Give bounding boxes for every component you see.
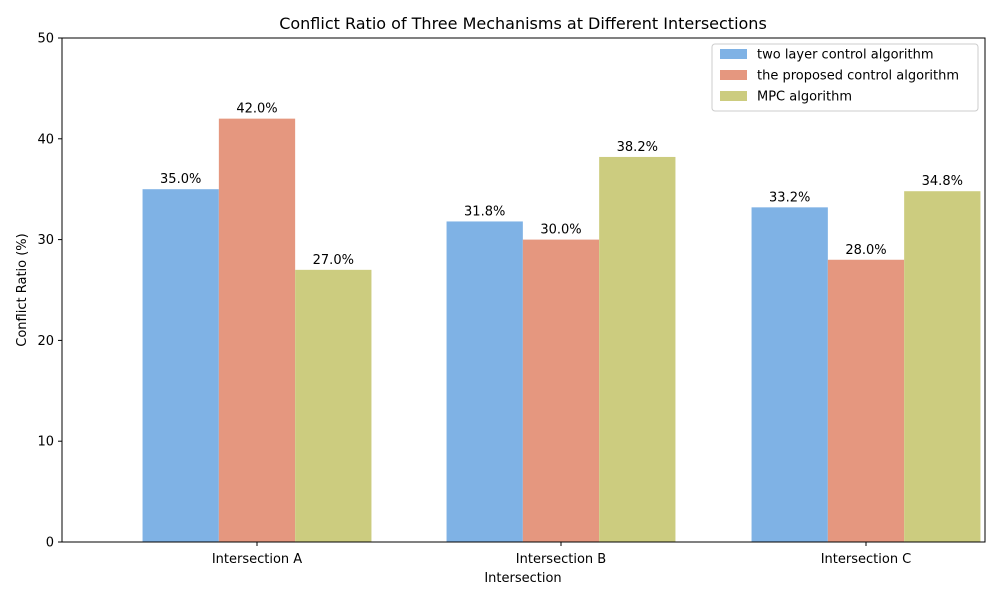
y-tick-label: 0 bbox=[46, 536, 54, 551]
axes-layer bbox=[61, 37, 986, 543]
bar bbox=[295, 269, 372, 542]
bar bbox=[446, 221, 523, 542]
bars-layer bbox=[142, 118, 981, 542]
x-tick-label: Intersection C bbox=[821, 552, 912, 567]
legend-swatch bbox=[720, 49, 747, 59]
bar bbox=[142, 189, 219, 542]
bar bbox=[218, 118, 296, 542]
data-label: 31.8% bbox=[464, 204, 505, 219]
legend-swatch bbox=[720, 91, 747, 101]
legend-label: MPC algorithm bbox=[757, 90, 852, 105]
bar bbox=[522, 239, 600, 542]
x-axis-label: Intersection bbox=[484, 571, 561, 586]
x-axis-ticks: Intersection A Intersection B Intersection… bbox=[212, 542, 911, 567]
legend-label: the proposed control algorithm bbox=[757, 69, 959, 84]
y-tick-label: 10 bbox=[37, 435, 54, 450]
data-label: 28.0% bbox=[845, 243, 886, 258]
y-tick-label: 40 bbox=[37, 132, 54, 147]
legend: two layer control algorithm the proposed … bbox=[711, 43, 979, 112]
bar bbox=[904, 191, 981, 542]
bar bbox=[827, 259, 905, 542]
y-tick-label: 50 bbox=[37, 32, 54, 47]
data-label: 38.2% bbox=[617, 140, 658, 155]
y-axis-ticks: 0 10 20 30 40 50 bbox=[37, 32, 62, 551]
data-label: 30.0% bbox=[540, 223, 581, 238]
y-tick-label: 30 bbox=[37, 233, 54, 248]
y-tick-label: 20 bbox=[37, 334, 54, 349]
data-label: 34.8% bbox=[922, 174, 963, 189]
legend-label: two layer control algorithm bbox=[757, 48, 934, 63]
y-axis-label: Conflict Ratio (%) bbox=[15, 233, 30, 346]
bar bbox=[751, 207, 828, 542]
legend-box bbox=[711, 43, 979, 112]
x-tick-label: Intersection B bbox=[516, 552, 606, 567]
chart-title: Conflict Ratio of Three Mechanisms at Di… bbox=[279, 14, 767, 33]
plot-frame bbox=[61, 37, 986, 543]
legend-swatch bbox=[720, 70, 747, 80]
bar bbox=[599, 156, 676, 542]
data-label: 35.0% bbox=[160, 172, 201, 187]
data-label: 27.0% bbox=[313, 253, 354, 268]
data-labels-layer: 35.0% 31.8% 33.2% 42.0% 30.0% 28.0% 27.0% 38.2%… bbox=[160, 102, 963, 268]
data-label: 33.2% bbox=[769, 190, 810, 205]
x-tick-label: Intersection A bbox=[212, 552, 302, 567]
data-label: 42.0% bbox=[236, 102, 277, 117]
